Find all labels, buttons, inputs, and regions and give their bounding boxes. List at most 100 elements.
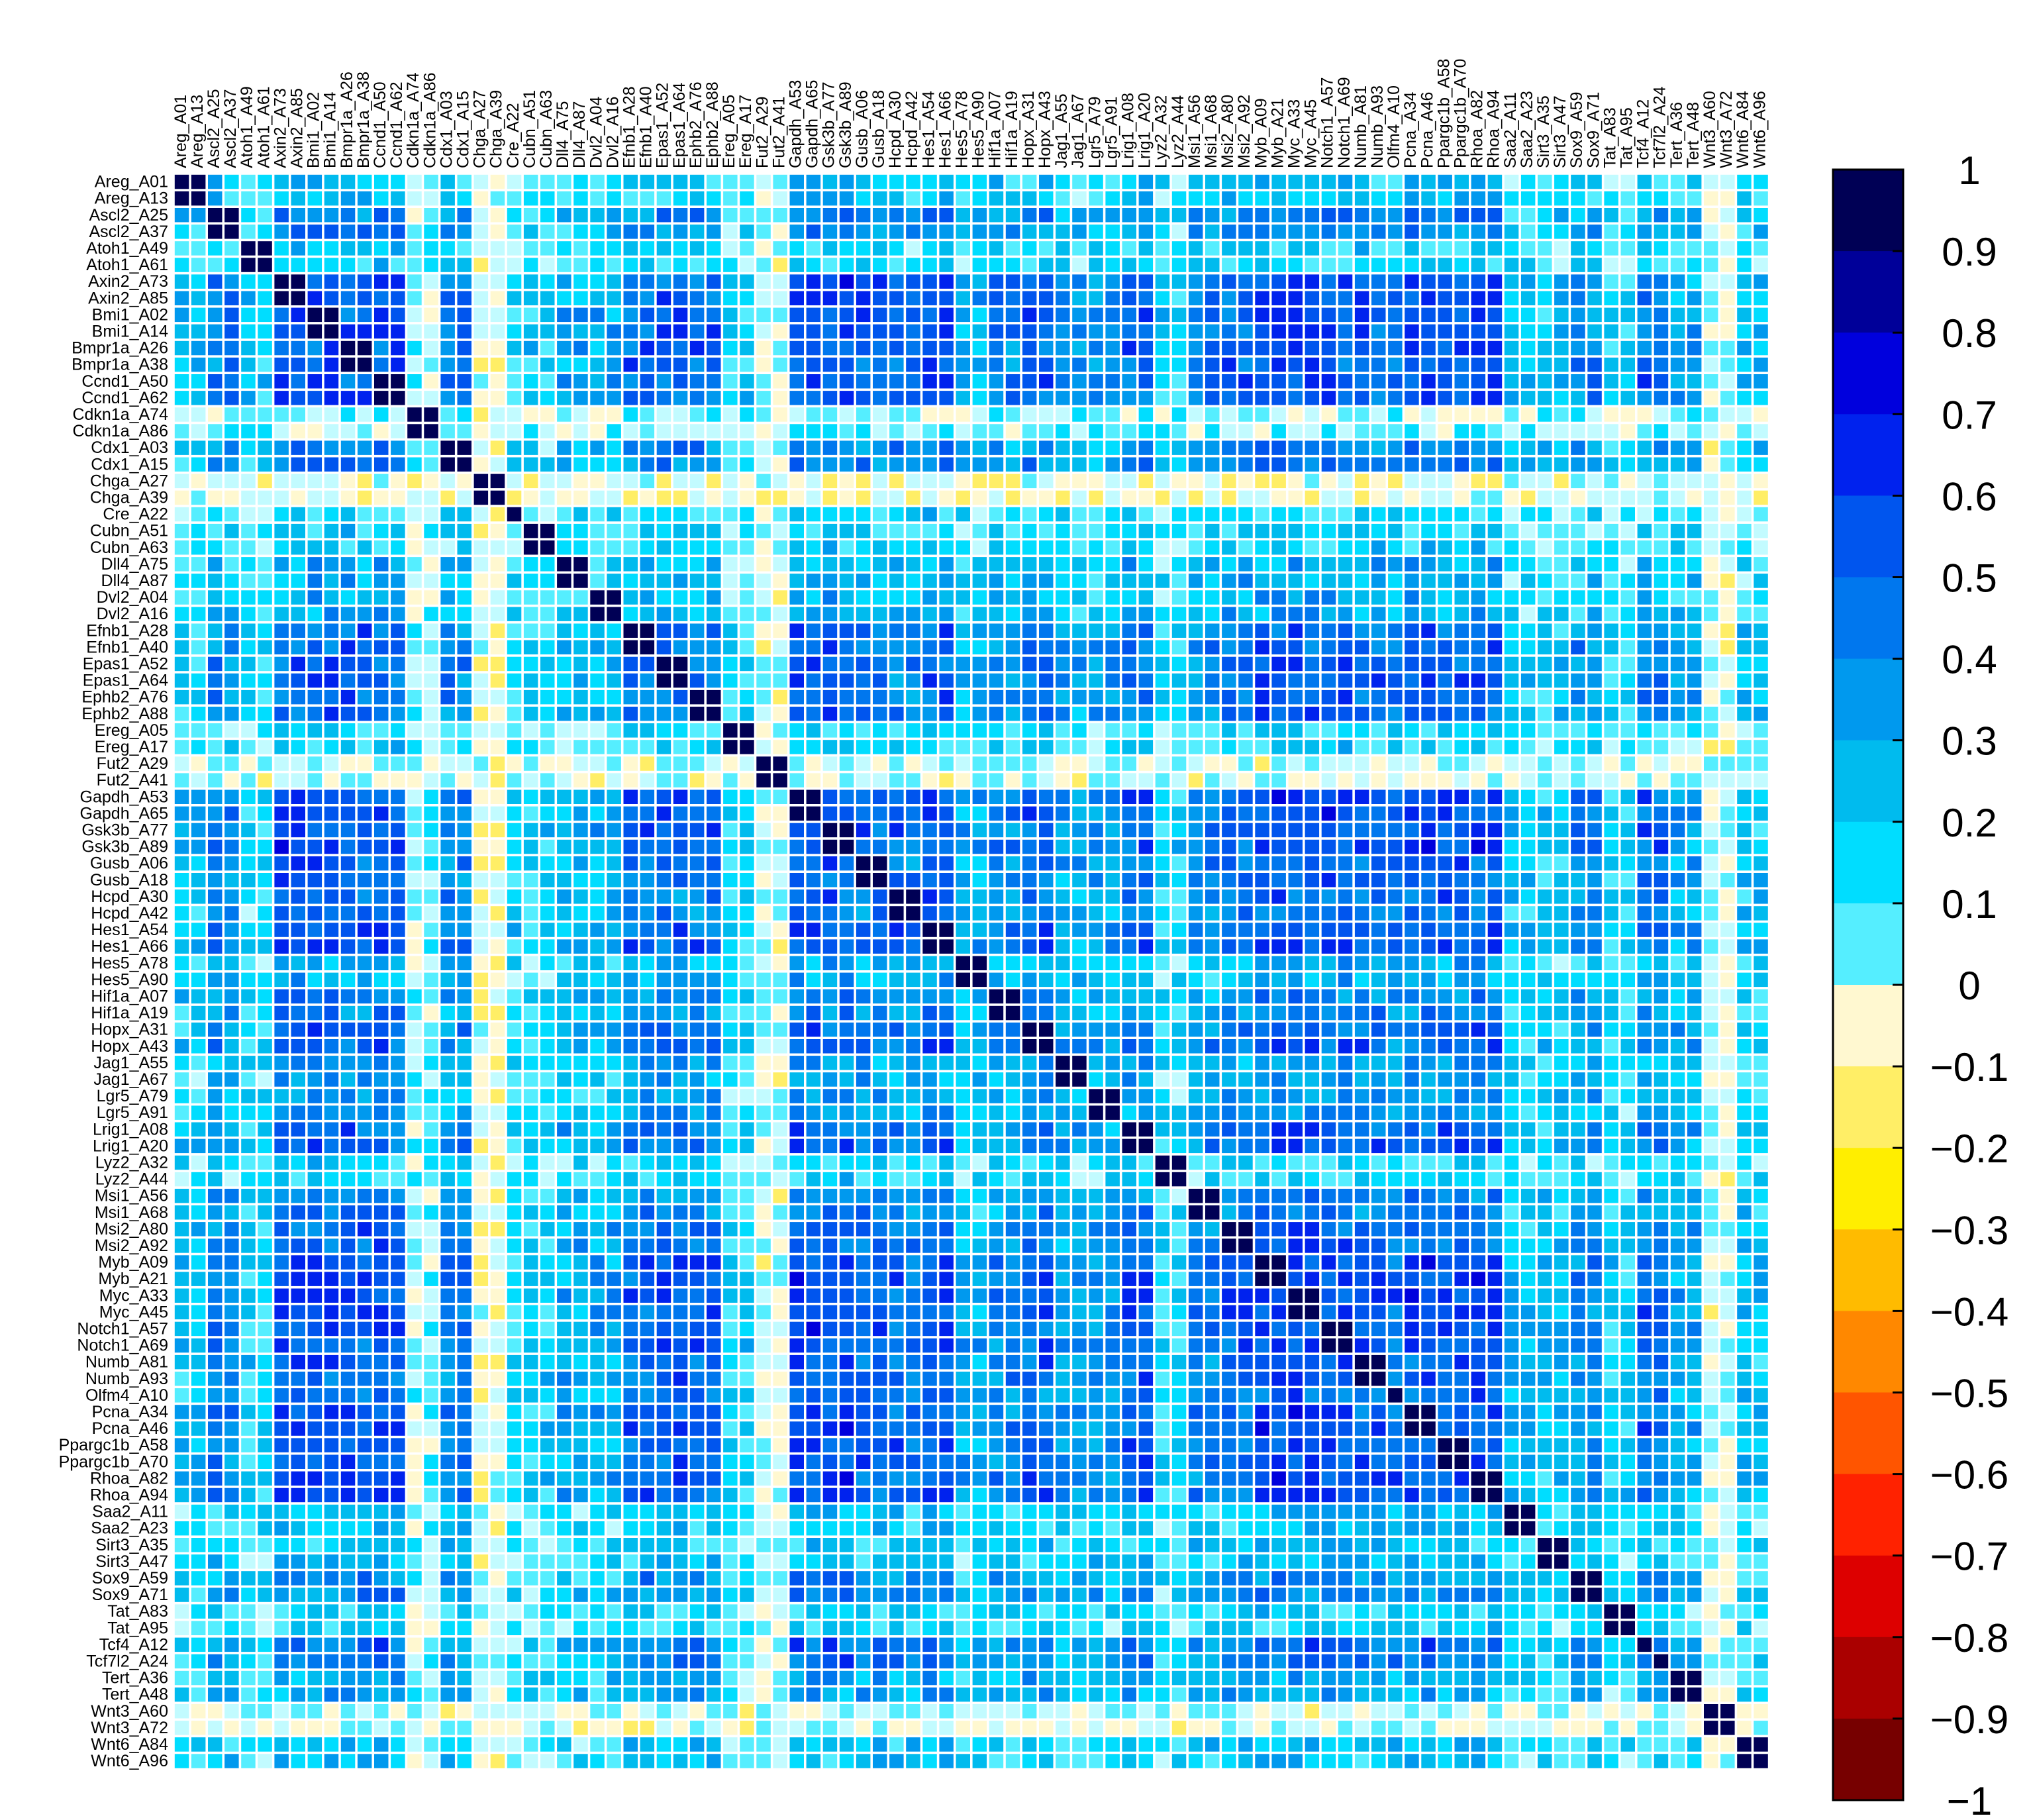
heatmap-cell: [1421, 889, 1436, 904]
heatmap-cell: [1122, 274, 1136, 289]
heatmap-cell: [1305, 673, 1320, 688]
heatmap-cell: [324, 607, 339, 621]
heatmap-cell: [1039, 208, 1054, 223]
heatmap-cell: [723, 673, 738, 688]
heatmap-cell: [1288, 540, 1303, 555]
heatmap-cell: [1354, 673, 1369, 688]
heatmap-cell: [673, 540, 688, 555]
heatmap-cell: [806, 191, 821, 206]
heatmap-cell: [906, 407, 920, 422]
heatmap-cell: [1670, 823, 1685, 838]
heatmap-cell: [573, 225, 588, 239]
heatmap-cell: [1720, 574, 1735, 588]
heatmap-cell: [1321, 1005, 1336, 1021]
heatmap-cell: [424, 374, 438, 389]
heatmap-cell: [922, 839, 937, 854]
heatmap-cell: [623, 956, 638, 970]
heatmap-cell: [956, 773, 970, 787]
heatmap-cell: [174, 806, 189, 821]
heatmap-cell: [673, 873, 688, 887]
heatmap-cell: [1520, 490, 1536, 505]
heatmap-cell: [1056, 723, 1070, 738]
heatmap-cell: [972, 939, 987, 954]
heatmap-cell: [1288, 806, 1303, 821]
heatmap-cell: [707, 474, 721, 489]
heatmap-cell: [906, 806, 920, 821]
heatmap-cell: [873, 839, 887, 854]
heatmap-cell: [540, 789, 555, 804]
heatmap-cell: [540, 490, 555, 505]
heatmap-cell: [623, 906, 638, 921]
heatmap-cell: [241, 1022, 256, 1037]
heatmap-cell: [440, 823, 455, 838]
heatmap-cell: [822, 241, 838, 256]
heatmap-cell: [756, 191, 771, 206]
heatmap-cell: [1587, 574, 1602, 588]
heatmap-cell: [208, 225, 223, 239]
heatmap-cell: [773, 972, 787, 987]
heatmap-cell: [191, 723, 206, 738]
heatmap-cell: [1388, 407, 1403, 422]
heatmap-cell: [689, 939, 705, 954]
heatmap-cell: [440, 357, 455, 372]
heatmap-cell: [1122, 391, 1136, 405]
heatmap-cell: [723, 873, 738, 887]
heatmap-cell: [274, 324, 289, 339]
heatmap-cell: [856, 773, 871, 787]
heatmap-cell: [989, 191, 1004, 206]
heatmap-cell: [689, 457, 705, 472]
heatmap-cell: [956, 607, 970, 621]
heatmap-cell: [374, 324, 389, 339]
heatmap-cell: [490, 424, 505, 438]
heatmap-cell: [1039, 191, 1054, 206]
heatmap-cell: [1205, 806, 1220, 821]
heatmap-cell: [557, 241, 571, 256]
heatmap-cell: [1371, 174, 1386, 189]
heatmap-cell: [1056, 424, 1070, 438]
heatmap-cell: [873, 823, 887, 838]
heatmap-cell: [1554, 789, 1569, 804]
heatmap-cell: [640, 956, 655, 970]
heatmap-cell: [1255, 972, 1269, 987]
heatmap-cell: [723, 923, 738, 937]
heatmap-cell: [1571, 291, 1585, 305]
heatmap-cell: [224, 823, 239, 838]
heatmap-cell: [1737, 656, 1752, 672]
heatmap-cell: [1421, 208, 1436, 223]
heatmap-cell: [1487, 823, 1503, 838]
heatmap-cell: [1171, 906, 1187, 921]
heatmap-cell: [839, 923, 854, 937]
heatmap-cell: [1155, 889, 1170, 904]
heatmap-cell: [274, 689, 289, 705]
heatmap-cell: [1072, 723, 1087, 738]
heatmap-cell: [224, 972, 239, 987]
heatmap-cell: [607, 457, 621, 472]
heatmap-cell: [773, 590, 787, 605]
heatmap-cell: [291, 640, 305, 655]
heatmap-cell: [1421, 307, 1436, 323]
heatmap-cell: [1421, 574, 1436, 588]
heatmap-cell: [1072, 225, 1087, 239]
heatmap-cell: [557, 1005, 571, 1021]
heatmap-cell: [1171, 689, 1187, 705]
heatmap-cell: [689, 474, 705, 489]
heatmap-cell: [407, 507, 422, 522]
heatmap-cell: [457, 291, 471, 305]
heatmap-cell: [1255, 507, 1269, 522]
heatmap-cell: [707, 340, 721, 356]
heatmap-cell: [1388, 191, 1403, 206]
heatmap-cell: [939, 806, 954, 821]
heatmap-cell: [689, 789, 705, 804]
heatmap-cell: [806, 923, 821, 937]
heatmap-cell: [224, 440, 239, 455]
heatmap-cell: [956, 673, 970, 688]
heatmap-cell: [1737, 258, 1752, 272]
heatmap-cell: [1520, 689, 1536, 705]
heatmap-cell: [374, 407, 389, 422]
heatmap-cell: [1654, 274, 1669, 289]
heatmap-cell: [174, 291, 189, 305]
heatmap-cell: [241, 574, 256, 588]
heatmap-cell: [1487, 357, 1503, 372]
heatmap-cell: [689, 424, 705, 438]
heatmap-cell: [590, 823, 605, 838]
